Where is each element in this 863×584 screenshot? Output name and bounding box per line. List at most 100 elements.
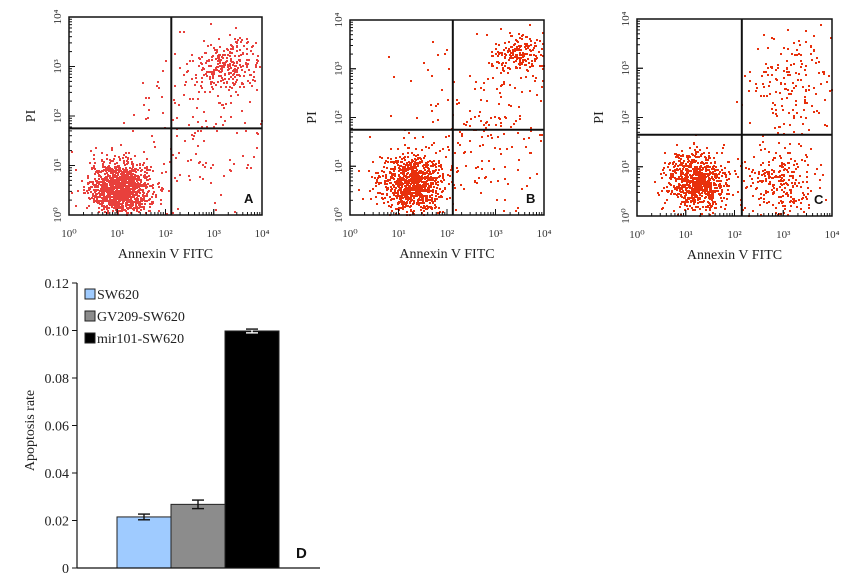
flow-event-dot [406,173,408,175]
flow-event-dot [678,178,680,180]
flow-event-dot [403,193,405,195]
flow-event-dot [124,209,126,211]
flow-event-dot [232,48,234,50]
flow-event-dot [192,116,194,118]
flow-event-dot [87,175,89,177]
flow-event-dot [686,199,688,201]
flow-event-dot [236,74,238,76]
flow-event-dot [413,187,415,189]
flow-event-dot [138,211,140,213]
flow-event-dot [395,208,397,210]
flow-event-dot [542,80,544,82]
flow-event-dot [691,162,693,164]
legend-label: SW620 [97,288,139,303]
flow-event-dot [156,85,158,87]
flow-event-dot [134,169,136,171]
flow-event-dot [420,202,422,204]
flow-event-dot [390,186,392,188]
flow-event-dot [521,38,523,40]
flow-event-dot [246,42,248,44]
flow-event-dot [529,90,531,92]
flow-event-dot [709,173,711,175]
flow-event-dot [112,172,114,174]
flow-event-dot [406,211,408,213]
flow-event-dot [771,169,773,171]
flow-event-dot [233,69,235,71]
flow-event-dot [530,54,532,56]
flow-event-dot [92,195,94,197]
flow-event-dot [127,194,129,196]
flow-event-dot [455,209,457,211]
flow-event-dot [135,204,137,206]
flow-event-dot [135,175,137,177]
flow-event-dot [188,175,190,177]
flow-event-dot [783,77,785,79]
flow-event-dot [212,55,214,57]
flow-event-dot [697,190,699,192]
flow-event-dot [763,201,765,203]
flow-event-dot [444,53,446,55]
flow-event-dot [800,60,802,62]
flow-event-dot [437,181,439,183]
flow-event-dot [529,38,531,40]
flow-event-dot [210,83,212,85]
flow-event-dot [788,71,790,73]
flow-event-dot [379,176,381,178]
flow-event-dot [768,171,770,173]
flow-event-dot [662,207,664,209]
flow-event-dot [145,184,147,186]
flow-event-dot [200,62,202,64]
flow-event-dot [438,160,440,162]
flow-event-dot [806,176,808,178]
flow-event-dot [796,185,798,187]
flow-event-dot [709,209,711,211]
flow-event-dot [415,166,417,168]
flow-event-dot [498,117,500,119]
flow-event-dot [112,178,114,180]
flow-event-dot [91,197,93,199]
flow-event-dot [463,152,465,154]
flow-event-dot [386,194,388,196]
flow-event-dot [404,188,406,190]
flow-event-dot [398,202,400,204]
flow-event-dot [475,81,477,83]
flow-event-dot [384,197,386,199]
flow-event-dot [422,173,424,175]
flow-event-dot [765,192,767,194]
flow-event-dot [410,188,412,190]
flow-event-dot [239,86,241,88]
flow-event-dot [115,179,117,181]
flow-event-dot [799,44,801,46]
flow-event-dot [781,105,783,107]
flow-event-dot [698,156,700,158]
flow-event-dot [804,96,806,98]
flow-event-dot [728,193,730,195]
flow-event-dot [434,204,436,206]
flow-event-dot [217,95,219,97]
flow-event-dot [384,162,386,164]
flow-event-dot [429,190,431,192]
flow-event-dot [414,170,416,172]
flow-event-dot [445,136,447,138]
flow-event-dot [142,164,144,166]
flow-event-dot [405,195,407,197]
flow-event-dot [234,83,236,85]
flow-event-dot [707,194,709,196]
flow-event-dot [106,154,108,156]
flow-event-dot [504,178,506,180]
flow-event-dot [496,67,498,69]
flow-event-dot [525,36,527,38]
flow-event-dot [129,194,131,196]
flow-event-dot [677,165,679,167]
flow-event-dot [213,126,215,128]
flow-event-dot [158,186,160,188]
flow-event-dot [694,170,696,172]
flow-b-xlabel: Annexin V FITC [399,247,494,262]
flow-event-dot [111,182,113,184]
flow-event-dot [703,152,705,154]
flow-event-dot [783,183,785,185]
flow-event-dot [203,68,205,70]
flow-event-dot [428,147,430,149]
flow-event-dot [792,175,794,177]
flow-event-dot [779,155,781,157]
